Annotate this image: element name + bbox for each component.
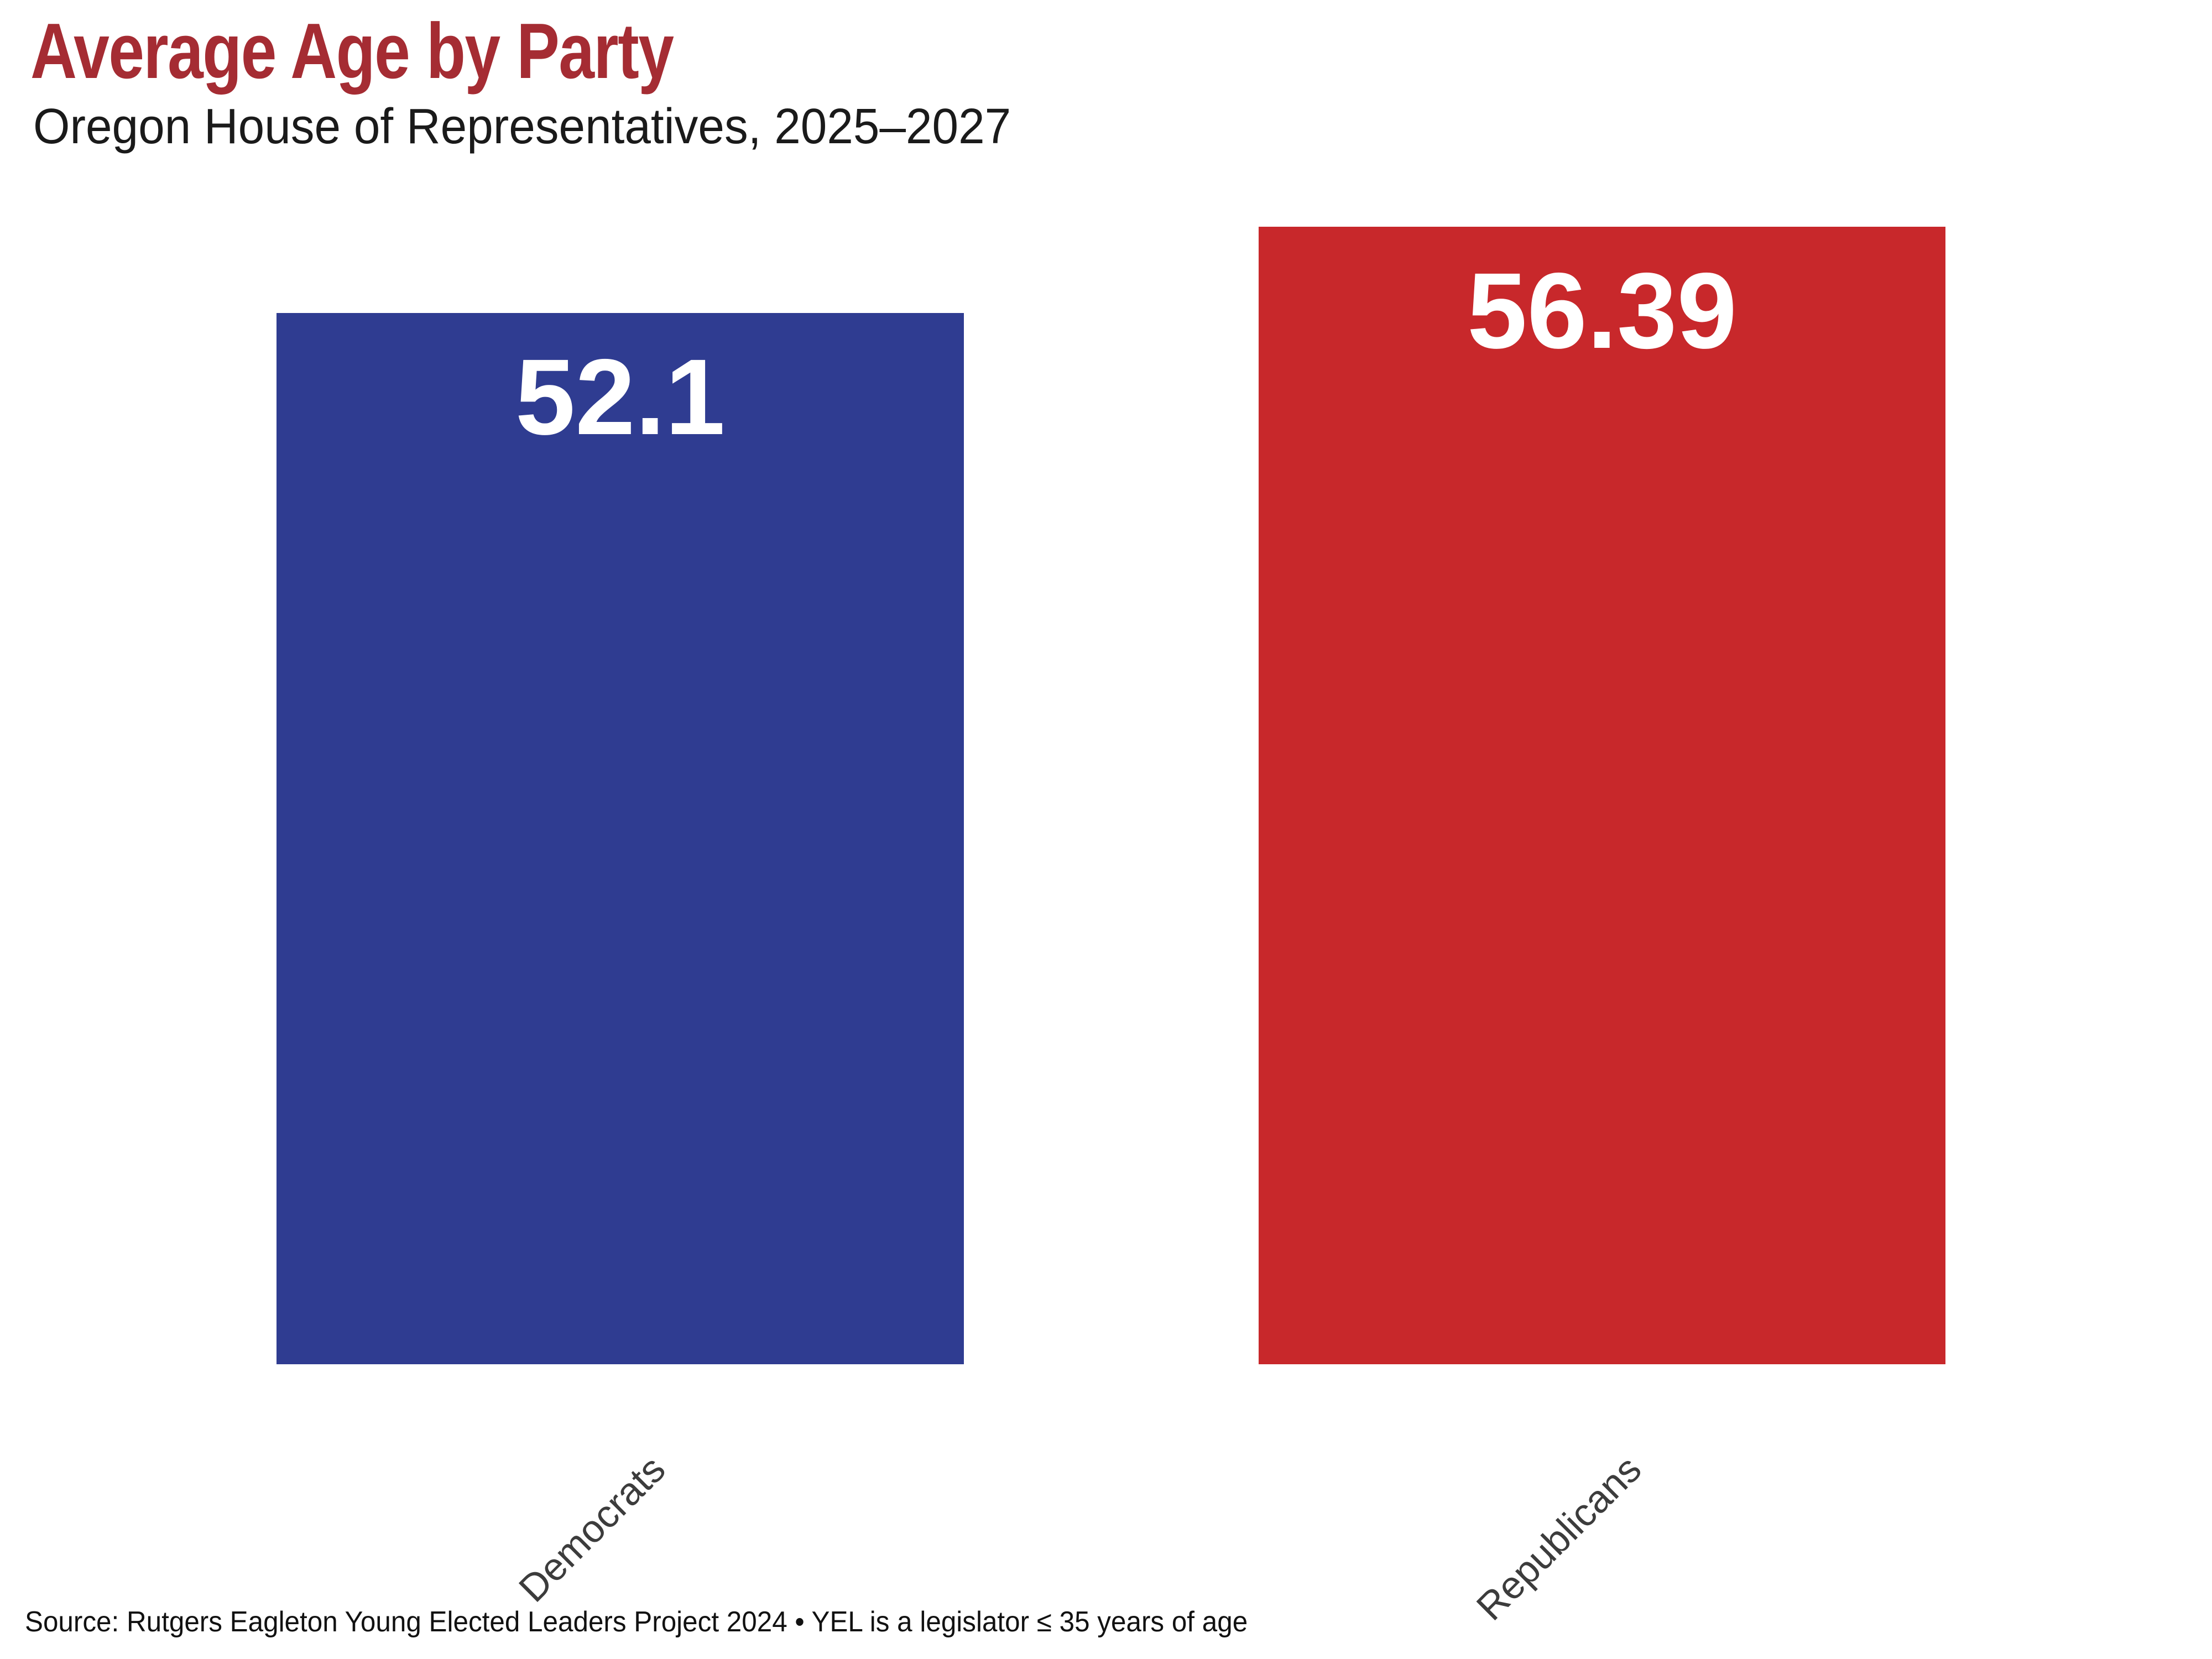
x-tick-label-democrats: Democrats (510, 1447, 674, 1610)
x-tick-label-republicans: Republicans (1468, 1447, 1650, 1629)
bar-republicans: 56.39 (1259, 227, 1945, 1364)
source-note: Source: Rutgers Eagleton Young Elected L… (25, 1606, 1248, 1638)
bar-democrats: 52.1 (276, 313, 964, 1364)
bar-value-label-democrats: 52.1 (515, 337, 726, 457)
chart-title: Average Age by Party (30, 7, 674, 95)
chart-subtitle: Oregon House of Representatives, 2025–20… (33, 99, 1011, 154)
bar-value-label-republicans: 56.39 (1467, 251, 1737, 371)
